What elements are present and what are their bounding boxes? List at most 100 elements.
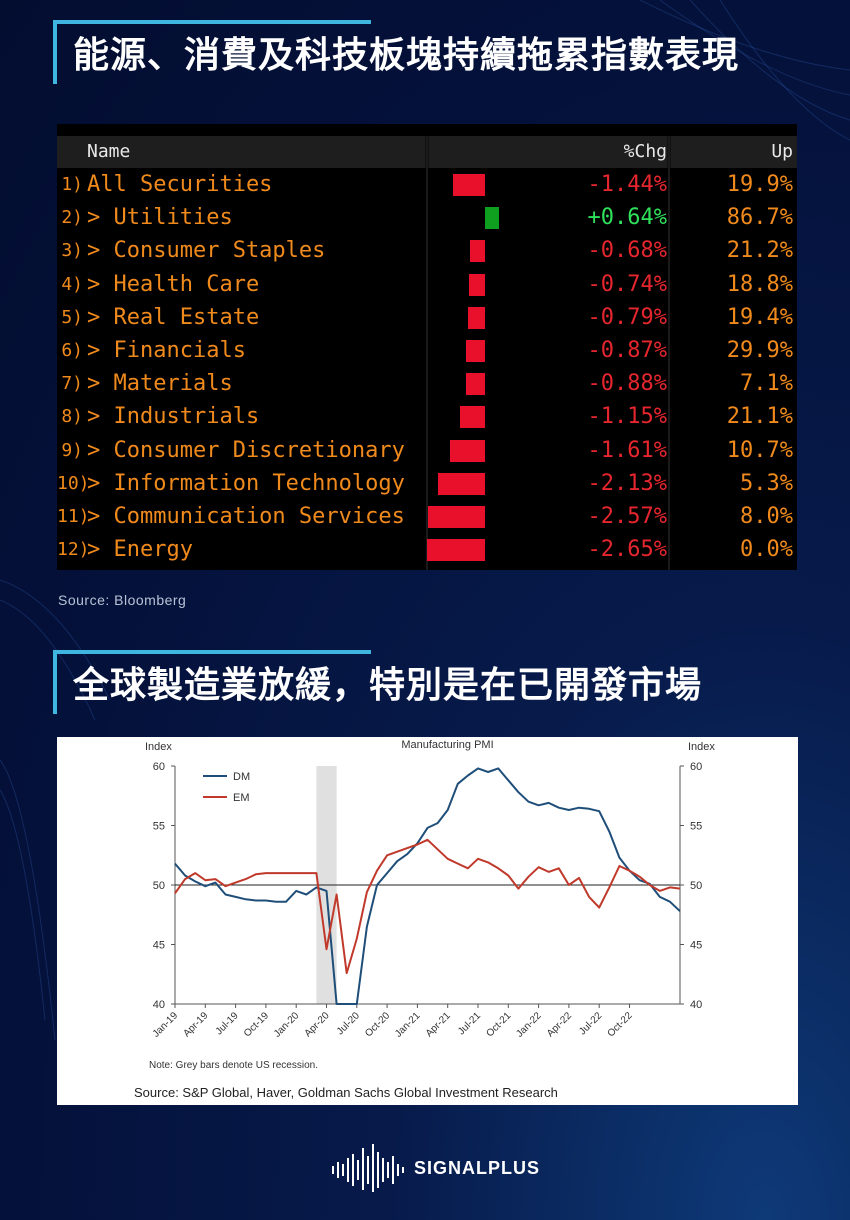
sector-name: > Consumer Discretionary [87,437,405,463]
sector-name: > Information Technology [87,470,405,496]
x-tick-label: Jan-21 [393,1010,423,1040]
chg-value: -0.87% [587,338,667,363]
x-tick-label: Jan-22 [514,1010,544,1040]
heading-accent-bar [53,20,57,84]
y-axis-title-right: Index [688,741,715,753]
up-value: 7.1% [740,371,793,397]
pmi-chart: 40 40 45 45 50 50 55 55 60 60 Index Index Manufactur… [134,739,715,1100]
row-number: 9) [61,439,83,461]
chg-bar [426,539,485,562]
y-tick-label-left: 45 [153,940,165,952]
y-tick-label-right: 55 [690,821,702,833]
table-row: 1) All Securities -1.44% 19.9% [57,168,797,201]
chart-note: Note: Grey bars denote US recession. [149,1060,318,1071]
header-name: Name [87,141,131,162]
chg-bar [470,240,485,263]
source-bloomberg: Source: Bloomberg [58,592,187,608]
up-value: 10.7% [726,437,793,463]
header-chg: %Chg [623,141,667,162]
header-up: Up [771,141,793,162]
pmi-chart-panel: 40 40 45 45 50 50 55 55 60 60 Index Index Manufactur… [57,737,798,1105]
section-heading-pmi: 全球製造業放緩，特別是在已開發市場 [53,650,793,714]
legend-label: EM [233,792,250,804]
series-line-em [174,838,681,975]
row-number: 8) [61,406,83,428]
chart-title: Manufacturing PMI [401,739,493,751]
heading-accent-bar-top [53,650,371,654]
chg-bar [459,406,485,429]
y-tick-label-right: 60 [690,761,702,773]
table-row: 4) > Health Care -0.74% 18.8% [57,268,797,301]
column-divider [668,136,670,570]
up-value: 86.7% [726,205,793,231]
bloomberg-sector-table: Name %Chg Up 1) All Securities -1.44% 19.9%… [57,124,797,570]
y-axis-title-left: Index [145,741,172,753]
up-value: 5.3% [740,470,793,496]
x-tick-label: Oct-22 [606,1010,635,1039]
chg-value: -1.44% [587,172,667,197]
section-heading-sectors: 能源、消費及科技板塊持續拖累指數表現 [53,20,793,84]
sector-name: All Securities [87,172,273,197]
y-tick-label-right: 40 [690,999,702,1011]
chg-bar [485,207,500,230]
up-value: 18.8% [726,271,793,297]
sector-name: > Communication Services [87,504,405,529]
table-row: 8) > Industrials -1.15% 21.1% [57,400,797,433]
chg-bar [453,174,485,196]
heading-accent-bar-top [53,20,371,24]
up-value: 21.1% [726,404,793,430]
chg-value: -2.13% [587,470,667,496]
x-tick-label: Oct-21 [484,1010,513,1039]
chg-value: -1.61% [587,437,667,463]
table-row: 11) > Communication Services -2.57% 8.0% [57,500,797,533]
chg-bar [428,506,485,528]
chg-value: -0.79% [587,304,667,330]
sector-name: > Energy [87,537,193,563]
signalplus-logo: SIGNALPLUS [330,1140,540,1196]
y-tick-label-left: 50 [153,880,165,892]
up-value: 8.0% [740,504,793,529]
x-tick-label: Apr-19 [181,1010,210,1039]
table-row: 7) > Materials -0.88% 7.1% [57,367,797,400]
x-tick-label: Jul-22 [577,1010,604,1037]
chg-bar [465,340,485,362]
y-tick-label-left: 60 [153,761,165,773]
y-tick-label-left: 55 [153,821,165,833]
header-up-cell: Up [671,136,797,168]
logo-text: SIGNALPLUS [414,1157,541,1178]
y-tick-label-left: 40 [153,999,165,1011]
up-value: 0.0% [740,537,793,563]
sector-name: > Health Care [87,271,260,297]
sector-name: > Utilities [87,205,233,231]
series-line-dm [174,767,681,1005]
up-value: 19.4% [726,304,793,330]
header-chg-cell: %Chg [429,136,667,168]
legend-label: DM [233,771,250,783]
waveform-logo-icon [332,1144,404,1192]
y-tick-label-right: 50 [690,880,702,892]
chg-value: -0.68% [587,238,667,264]
header-name-cell: Name [57,136,425,168]
chg-value: -0.74% [587,271,667,297]
chg-value: -0.88% [587,371,667,397]
table-row: 9) > Consumer Discretionary -1.61% 10.7% [57,434,797,467]
row-number: 1) [61,174,83,195]
x-tick-label: Oct-20 [363,1010,392,1039]
column-divider [426,136,428,570]
row-number: 10) [57,472,90,494]
sector-name: > Financials [87,338,246,363]
row-number: 3) [61,240,83,262]
sector-name: > Real Estate [87,304,260,330]
x-tick-label: Jul-19 [214,1010,241,1037]
sector-name: > Consumer Staples [87,238,326,264]
chg-bar [468,273,485,296]
chg-value: -1.15% [587,404,667,430]
x-tick-label: Apr-21 [424,1010,453,1039]
heading-text: 能源、消費及科技板塊持續拖累指數表現 [73,35,740,76]
chg-bar [449,439,485,462]
x-tick-label: Apr-20 [303,1010,332,1039]
x-tick-label: Jul-21 [456,1010,483,1037]
x-tick-label: Apr-22 [545,1010,574,1039]
sector-name: > Industrials [87,404,260,430]
